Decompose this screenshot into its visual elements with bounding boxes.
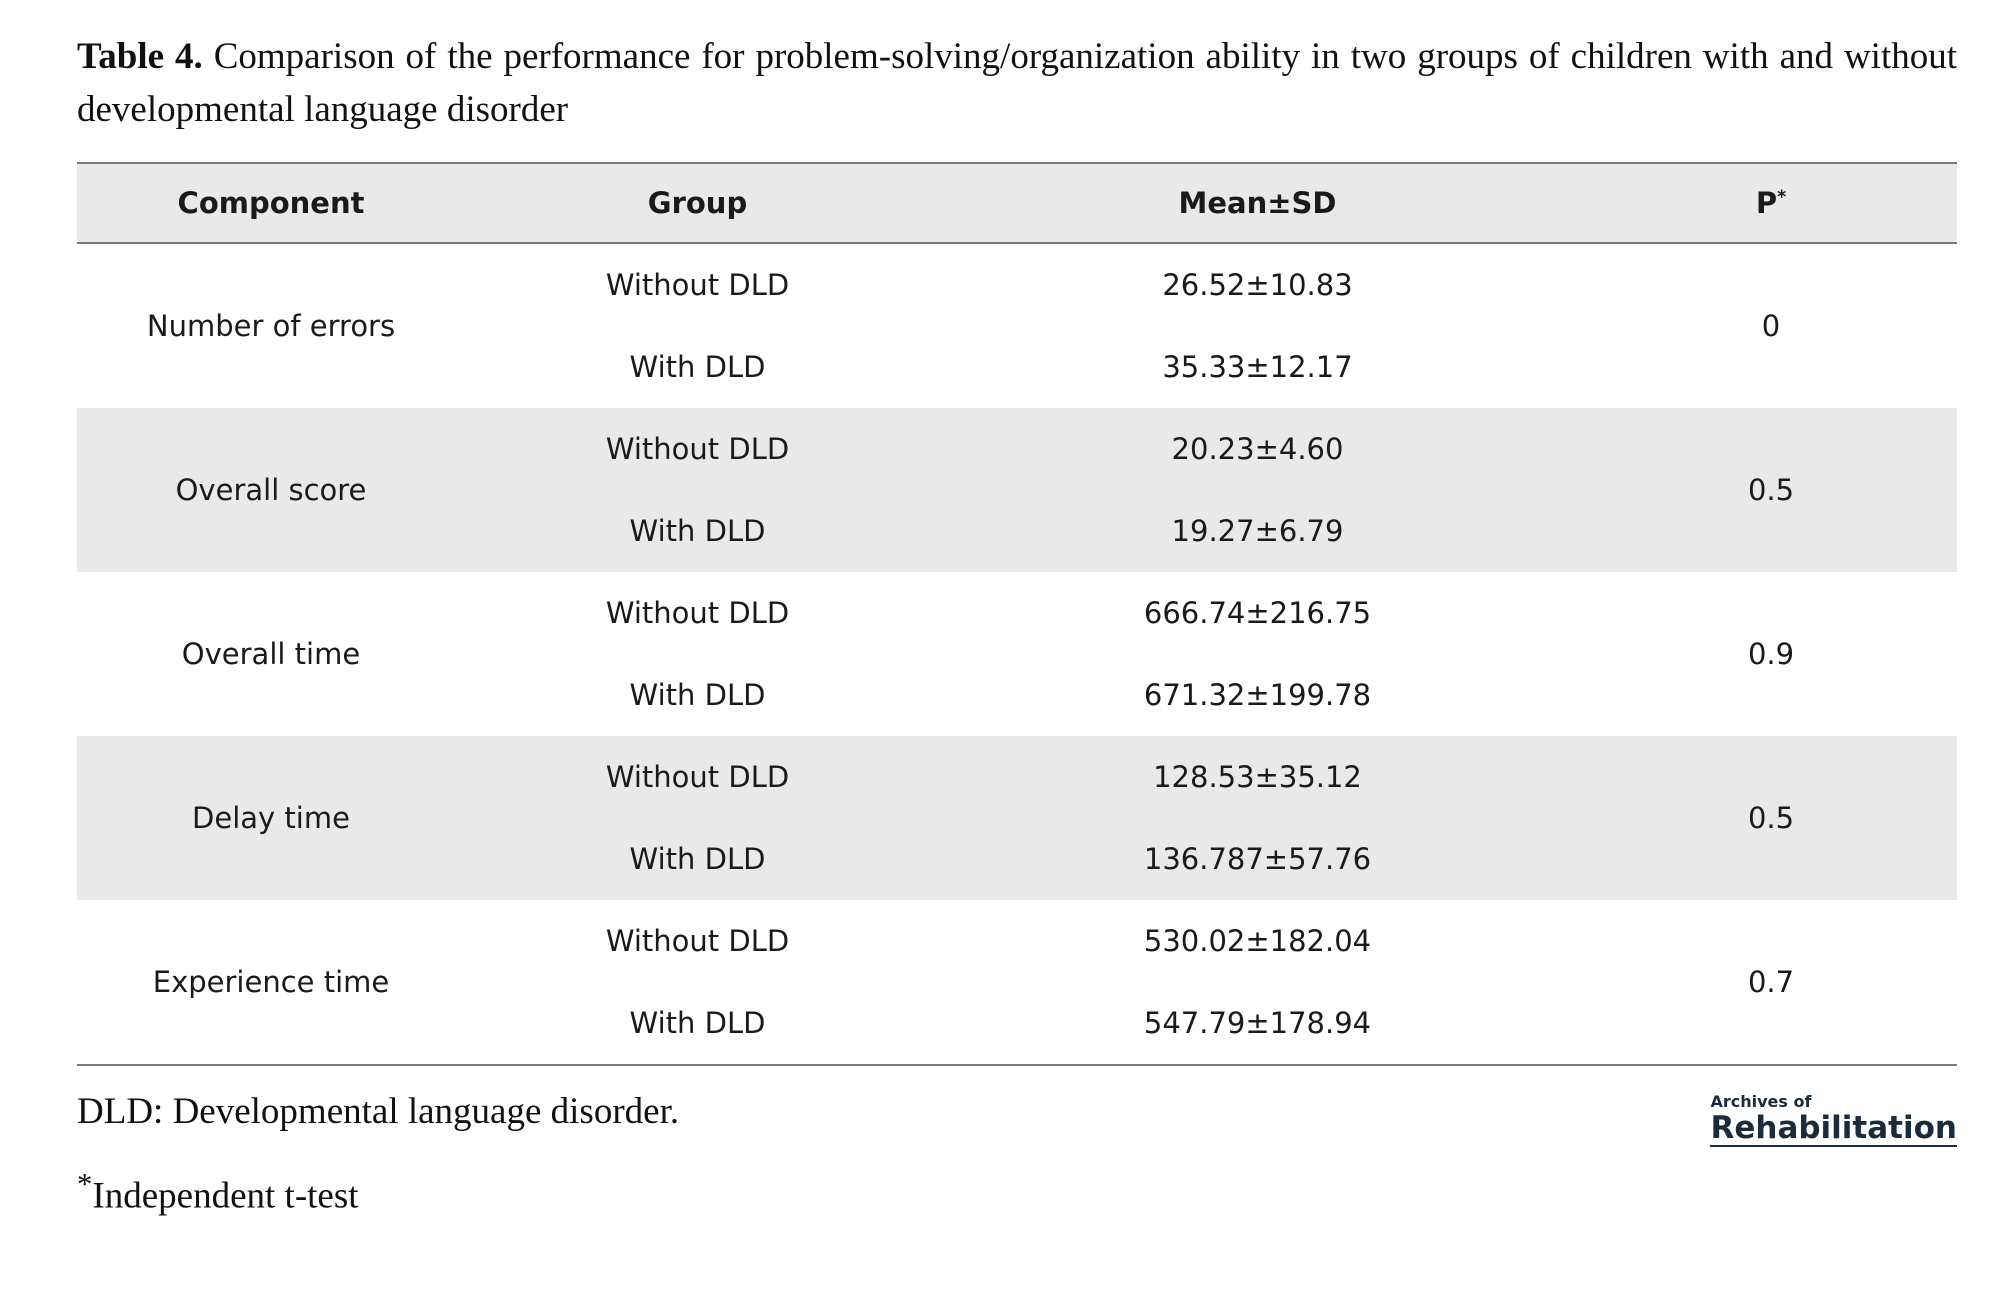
header-p: P* [1585, 163, 1957, 243]
mean-sd-cell: 547.79±178.94 [1143, 1006, 1372, 1040]
group-cell: With DLD [629, 350, 766, 384]
table-body: Number of errors Without DLD 26.52±10.83… [77, 243, 1957, 1065]
group-cell: Without DLD [465, 736, 930, 818]
p-value-cell: 0.7 [1747, 965, 1795, 999]
mean-sd-cell: 20.23±4.60 [930, 408, 1585, 490]
mean-sd-cell: 26.52±10.83 [1162, 268, 1353, 302]
table-row: Overall score Without DLD 20.23±4.60 0.5 [77, 408, 1957, 572]
mean-sd-cell: 666.74±216.75 [1143, 596, 1372, 630]
header-component: Component [177, 186, 365, 220]
mean-sd-cell: 35.33±12.17 [1162, 350, 1353, 384]
table-label: Table 4. [77, 36, 203, 77]
table-row: With DLD 136.787±57.76 [77, 818, 1957, 900]
mean-sd-cell: 19.27±6.79 [930, 490, 1585, 572]
group-cell: With DLD [629, 1006, 766, 1040]
group-cell: Without DLD [465, 408, 930, 490]
header-p-footnote-marker: * [1777, 187, 1787, 208]
component-cell: Overall time [181, 637, 361, 671]
mean-sd-cell: 530.02±182.04 [1143, 924, 1372, 958]
table-row: With DLD 671.32±199.78 [77, 654, 1957, 736]
table-row: Delay time Without DLD 128.53±35.12 0.5 [77, 736, 1957, 900]
table-row: With DLD 19.27±6.79 [77, 490, 1957, 572]
p-value-cell: 0.5 [1585, 408, 1957, 572]
component-cell: Number of errors [146, 309, 396, 343]
group-cell: Without DLD [605, 596, 790, 630]
p-value-cell: 0.9 [1747, 637, 1795, 671]
table-row: Experience time Without DLD 530.02±182.0… [77, 900, 1957, 999]
journal-logo-title: Rehabilitation [1710, 1110, 1957, 1147]
journal-logo: Archives of Rehabilitation [1710, 1093, 1957, 1147]
results-table-container: Component Group Mean±SD P* Number of err… [77, 162, 1957, 1066]
component-cell: Experience time [152, 965, 390, 999]
group-cell: With DLD [465, 490, 930, 572]
header-mean-sd: Mean±SD [1178, 186, 1337, 220]
mean-sd-cell: 671.32±199.78 [1143, 678, 1372, 712]
test-footnote-text: Independent t-test [92, 1175, 359, 1217]
table-row: Overall time Without DLD 666.74±216.75 0… [77, 572, 1957, 671]
test-footnote-marker: * [77, 1167, 93, 1201]
p-value-cell: 0.5 [1585, 736, 1957, 900]
table-row: Number of errors Without DLD 26.52±10.83… [77, 243, 1957, 343]
group-cell: With DLD [465, 818, 930, 900]
header-group: Group [647, 186, 748, 220]
group-cell: Without DLD [605, 924, 790, 958]
p-value-cell: 0 [1761, 309, 1781, 343]
component-cell: Overall score [77, 408, 465, 572]
journal-logo-small-text: Archives of [1710, 1092, 1812, 1111]
mean-sd-cell: 136.787±57.76 [930, 818, 1585, 900]
table-caption-text: Comparison of the performance for proble… [77, 36, 1958, 130]
table-row: With DLD 547.79±178.94 [77, 982, 1957, 1065]
component-cell: Delay time [77, 736, 465, 900]
abbreviation-footnote: DLD: Developmental language disorder. [77, 1091, 680, 1132]
header-p-label: P [1755, 186, 1778, 220]
test-footnote: *Independent t-test [77, 1167, 359, 1217]
group-cell: Without DLD [605, 268, 790, 302]
table-row: With DLD 35.33±12.17 [77, 326, 1957, 408]
table-header: Component Group Mean±SD P* [77, 163, 1957, 243]
header-row: Component Group Mean±SD P* [77, 163, 1957, 243]
table-caption: Table 4. Comparison of the performance f… [77, 30, 1957, 136]
mean-sd-cell: 128.53±35.12 [930, 736, 1585, 818]
results-table: Component Group Mean±SD P* Number of err… [77, 162, 1957, 1066]
group-cell: With DLD [629, 678, 766, 712]
